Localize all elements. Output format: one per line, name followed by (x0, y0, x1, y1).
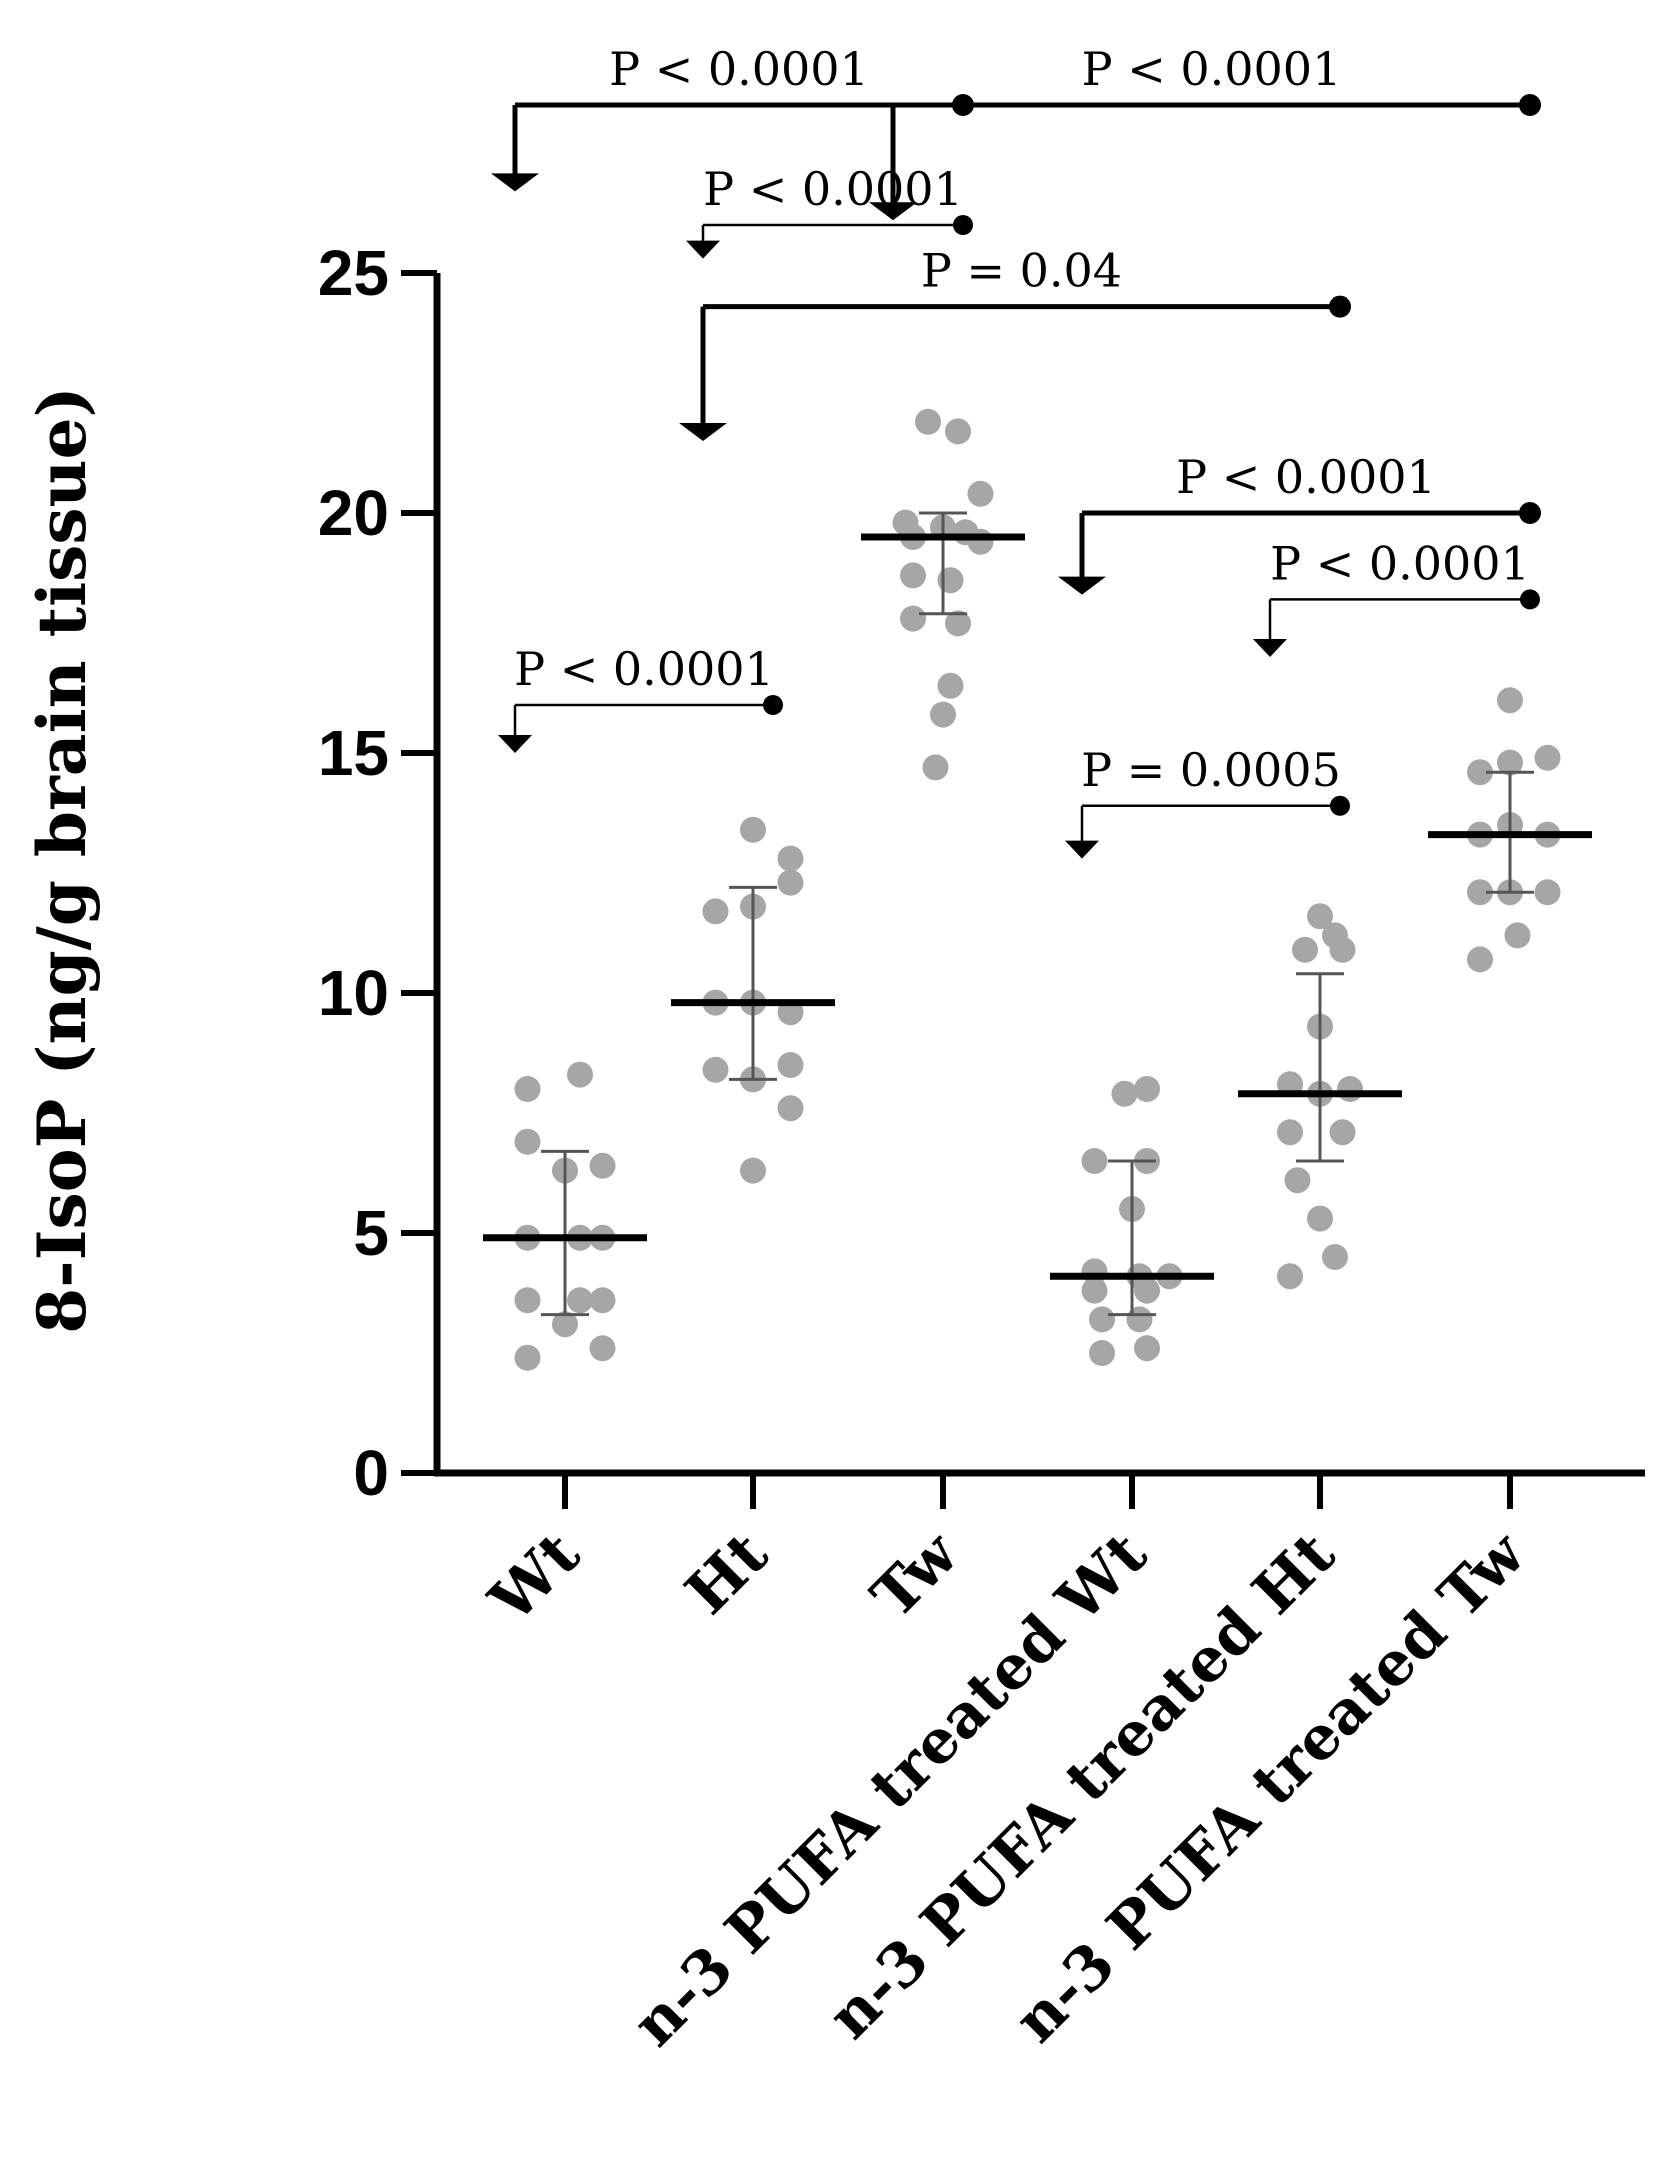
data-point (1307, 903, 1333, 930)
p-value-label: P < 0.0001 (514, 642, 774, 696)
bracket-arrowhead (491, 173, 539, 192)
data-point (1467, 879, 1493, 906)
data-point (967, 528, 994, 555)
bracket-arrowhead (686, 240, 720, 259)
data-point (1134, 1277, 1160, 1304)
data-point (1329, 936, 1356, 963)
data-point (1089, 1340, 1115, 1366)
data-point (1497, 749, 1523, 776)
data-point (937, 567, 964, 594)
mean-sd-bars (483, 511, 1592, 1317)
data-point (777, 1095, 804, 1122)
data-point (702, 898, 729, 925)
y-tick-label: 15 (318, 717, 389, 789)
data-point (945, 418, 971, 445)
y-tick-label: 20 (318, 477, 389, 549)
bracket-arrowhead (1065, 840, 1099, 859)
data-point (1126, 1306, 1153, 1333)
data-point (552, 1311, 578, 1338)
data-point (1089, 1306, 1115, 1333)
data-point (1081, 1277, 1108, 1304)
data-point (740, 816, 766, 843)
data-point (777, 869, 804, 896)
data-point (900, 562, 926, 589)
x-tick-label: Ht (672, 1519, 781, 1628)
data-point (900, 605, 926, 632)
p-value-label: P = 0.0005 (1081, 743, 1341, 797)
y-tick-label: 10 (318, 957, 389, 1029)
data-point (1504, 922, 1531, 949)
data-point (1277, 1263, 1303, 1290)
data-point (589, 1287, 616, 1314)
data-point (567, 1287, 593, 1314)
data-point (589, 1152, 616, 1179)
data-point (1337, 1076, 1363, 1102)
data-point (589, 1335, 616, 1362)
data-point (922, 754, 949, 781)
data-point (1329, 1119, 1356, 1146)
p-value-label: P < 0.0001 (1082, 42, 1342, 96)
data-point (1534, 744, 1561, 771)
y-tick-label: 5 (353, 1197, 389, 1269)
data-point (1497, 687, 1523, 714)
data-point (740, 1157, 766, 1184)
p-value-label: P < 0.0001 (609, 42, 869, 96)
p-value-label: P < 0.0001 (703, 162, 963, 216)
data-point (1467, 946, 1493, 973)
data-point (967, 480, 994, 507)
y-axis-title: 8-IsoP (ng/g brain tissue) (23, 386, 101, 1333)
p-value-label: P = 0.04 (921, 244, 1122, 298)
data-point (915, 408, 941, 435)
bracket-arrowhead (1253, 639, 1287, 657)
data-point (1467, 759, 1493, 786)
data-point (514, 1076, 541, 1102)
data-point (777, 1052, 804, 1078)
data-point (514, 1287, 541, 1314)
y-tick-label: 25 (318, 237, 389, 309)
data-point (1277, 1119, 1303, 1146)
significance-brackets: P < 0.0001 P < 0.0001 P < 0.0001 P = 0.04 P … (491, 42, 1541, 859)
x-tick-label: Tw (859, 1518, 973, 1632)
data-point (930, 701, 956, 728)
bracket-arrowhead (1058, 576, 1106, 595)
data-point (1292, 936, 1318, 963)
data-point (1307, 1205, 1333, 1232)
p-value-label: P < 0.0001 (1176, 450, 1436, 504)
data-point (937, 672, 964, 699)
data-point (1111, 1080, 1138, 1107)
y-tick-label: 0 (353, 1437, 389, 1509)
data-point (514, 1344, 541, 1371)
bracket-arrowhead (869, 202, 917, 221)
data-point (1134, 1076, 1160, 1102)
data-point (1134, 1335, 1160, 1362)
bracket-arrowhead (498, 735, 532, 753)
data-point (514, 1128, 541, 1155)
bracket-arrowhead (679, 423, 727, 441)
data-point (1322, 1244, 1348, 1270)
data-point (1284, 1167, 1311, 1194)
data-point (777, 845, 804, 872)
p-value-label: P < 0.0001 (1270, 536, 1530, 590)
data-point (1081, 1148, 1108, 1174)
data-point (1534, 879, 1561, 906)
data-point (945, 610, 971, 637)
data-point (702, 1056, 729, 1083)
data-point (567, 1061, 593, 1088)
x-tick-label: Wt (476, 1519, 594, 1637)
